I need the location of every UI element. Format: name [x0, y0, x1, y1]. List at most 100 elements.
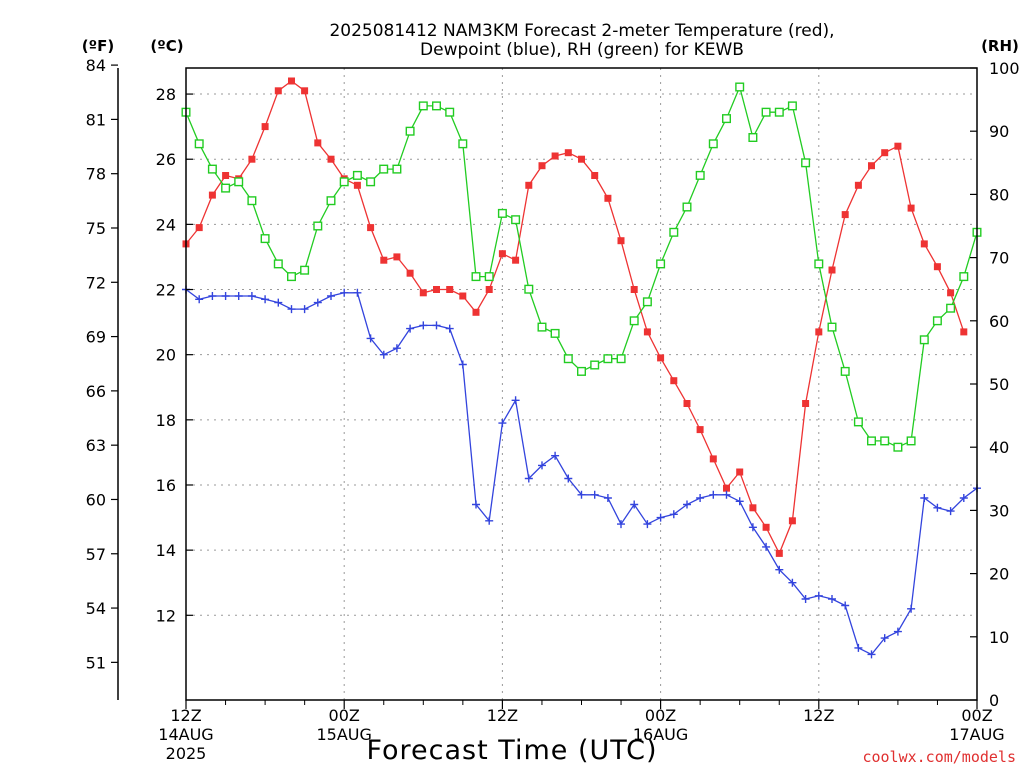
dewpoint-point	[247, 292, 256, 300]
dewpoint-point	[828, 595, 836, 603]
celsius-tick-label: 28	[156, 85, 176, 104]
time-tick-label: 00Z	[961, 706, 992, 725]
dewpoint-point	[656, 513, 665, 522]
rh-point	[313, 221, 323, 231]
dewpoint-point	[946, 507, 955, 516]
rh-point	[247, 196, 257, 206]
temp-line	[185, 80, 965, 555]
temp-point	[314, 139, 322, 147]
dewpoint-point	[959, 494, 968, 502]
temp-point	[591, 172, 599, 179]
dewpoint-point	[880, 634, 889, 643]
temp-point	[498, 250, 506, 258]
temp-point	[248, 155, 256, 163]
temp-point	[947, 289, 955, 297]
temp-point	[868, 162, 875, 170]
temp-point	[920, 240, 928, 248]
rh-point	[445, 107, 455, 117]
dewpoint-point	[208, 292, 217, 300]
fahrenheit-tick-label: 78	[86, 165, 106, 184]
dewpoint-point	[814, 591, 823, 600]
temp-point	[446, 286, 454, 293]
temp-point	[643, 328, 651, 336]
rh-point	[840, 366, 850, 376]
temp-point	[551, 152, 559, 160]
rh-point	[524, 284, 534, 294]
celsius-tick-label: 18	[156, 411, 176, 430]
date-tick-label: 15AUG	[316, 725, 371, 744]
fahrenheit-tick-label: 63	[86, 436, 106, 455]
rh-tick-label: 60	[989, 312, 1009, 331]
temp-point	[736, 468, 744, 476]
temp-point	[433, 286, 440, 293]
chart-title-line-1: 2025081412 NAM3KM Forecast 2-meter Tempe…	[329, 21, 834, 41]
rh-point	[867, 436, 877, 446]
dewpoint-point	[406, 324, 415, 333]
temp-point	[933, 263, 941, 271]
labels: 2025081412 NAM3KM Forecast 2-meter Tempe…	[82, 21, 1020, 766]
rh-point	[418, 101, 428, 111]
rh-point	[405, 126, 415, 136]
dewpoint-line	[185, 288, 978, 656]
dewpoint-point	[775, 565, 784, 574]
temp-point	[274, 87, 282, 95]
grid-lines	[186, 68, 977, 700]
temp-point	[815, 328, 823, 336]
fahrenheit-tick-label: 72	[86, 273, 106, 292]
rh-tick-label: 70	[989, 249, 1009, 268]
rh-point	[194, 139, 204, 149]
temp-point	[301, 87, 309, 95]
dewpoint-point	[498, 419, 507, 428]
temp-point	[657, 354, 665, 362]
rh-point	[300, 265, 310, 275]
celsius-tick-label: 24	[156, 215, 176, 234]
fahrenheit-tick-label: 66	[86, 382, 106, 401]
temp-point	[406, 269, 414, 277]
rh-point	[234, 177, 244, 187]
temp-point	[841, 211, 849, 219]
temp-point	[472, 308, 480, 316]
rh-point	[682, 202, 692, 212]
temp-point	[709, 455, 717, 463]
temp-point	[353, 181, 361, 189]
credit-text: coolwx.com/models	[862, 748, 1016, 766]
dewpoint-point	[274, 298, 283, 307]
dewpoint-point	[392, 344, 401, 353]
temp-point	[881, 149, 889, 157]
dewpoint-point	[472, 500, 480, 509]
rh-point	[893, 442, 903, 452]
dewpoint-point	[300, 305, 309, 314]
rh-point	[906, 436, 916, 446]
fahrenheit-tick-label: 81	[86, 110, 106, 129]
temp-point	[208, 191, 216, 199]
temp-point	[788, 517, 796, 525]
temp-point	[670, 377, 678, 385]
rh-point	[932, 316, 942, 326]
celsius-tick-label: 14	[156, 541, 176, 560]
rh-point	[207, 164, 217, 174]
celsius-unit-label: (ºC)	[150, 37, 183, 55]
rh-point	[629, 316, 639, 326]
temp-point	[459, 292, 467, 300]
year-tick-label: 2025	[166, 744, 207, 763]
dewpoint-point	[287, 305, 296, 314]
dewpoint-point	[933, 503, 942, 512]
rh-tick-label: 90	[989, 122, 1009, 141]
temp-point	[538, 162, 546, 170]
series-layer	[181, 77, 982, 659]
dewpoint-point	[801, 595, 810, 603]
axes	[111, 64, 978, 709]
dewpoint-point	[445, 324, 454, 333]
dewpoint-point	[735, 497, 744, 506]
temp-point	[327, 155, 335, 163]
dewpoint-point	[722, 490, 731, 499]
fahrenheit-tick-label: 57	[86, 545, 106, 564]
rh-point	[458, 139, 468, 149]
temp-point	[894, 142, 902, 150]
temp-point	[393, 253, 401, 261]
temp-point	[525, 181, 533, 189]
rh-point	[392, 164, 402, 174]
rh-point	[946, 303, 956, 313]
temp-point	[802, 400, 810, 407]
rh-point	[656, 259, 666, 269]
